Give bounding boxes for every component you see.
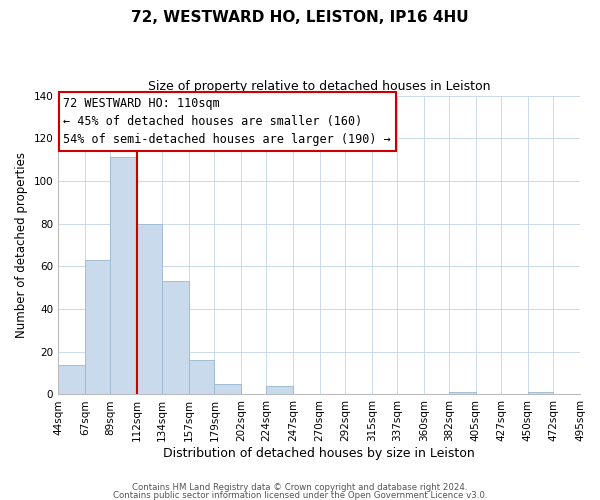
Bar xyxy=(137,224,163,394)
Bar xyxy=(189,360,214,394)
Text: Contains public sector information licensed under the Open Government Licence v3: Contains public sector information licen… xyxy=(113,490,487,500)
Bar xyxy=(58,364,85,394)
Text: 72 WESTWARD HO: 110sqm
← 45% of detached houses are smaller (160)
54% of semi-de: 72 WESTWARD HO: 110sqm ← 45% of detached… xyxy=(64,97,391,146)
X-axis label: Distribution of detached houses by size in Leiston: Distribution of detached houses by size … xyxy=(163,447,475,460)
Bar xyxy=(214,384,241,394)
Bar xyxy=(85,260,110,394)
Bar xyxy=(266,386,293,394)
Bar xyxy=(110,158,137,394)
Text: 72, WESTWARD HO, LEISTON, IP16 4HU: 72, WESTWARD HO, LEISTON, IP16 4HU xyxy=(131,10,469,25)
Text: Contains HM Land Registry data © Crown copyright and database right 2024.: Contains HM Land Registry data © Crown c… xyxy=(132,484,468,492)
Bar xyxy=(528,392,553,394)
Title: Size of property relative to detached houses in Leiston: Size of property relative to detached ho… xyxy=(148,80,490,93)
Bar xyxy=(163,282,189,395)
Y-axis label: Number of detached properties: Number of detached properties xyxy=(15,152,28,338)
Bar xyxy=(449,392,476,394)
